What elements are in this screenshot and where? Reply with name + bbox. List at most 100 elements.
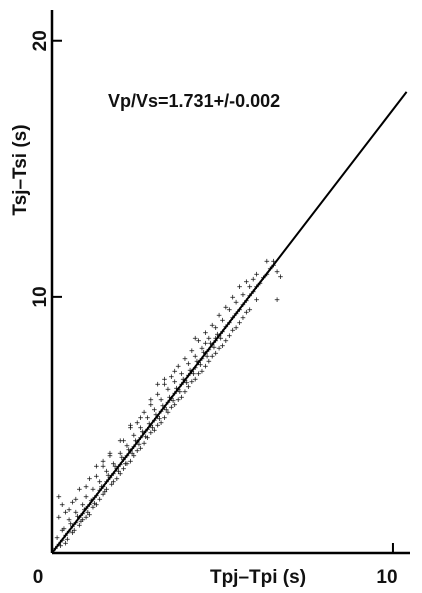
data-point: +	[71, 526, 77, 536]
data-point: +	[97, 477, 103, 487]
data-point: +	[60, 500, 66, 510]
data-point: +	[117, 470, 123, 480]
data-point: +	[117, 436, 123, 446]
data-point: +	[114, 475, 120, 485]
data-point: +	[60, 526, 66, 536]
data-point: +	[240, 313, 246, 323]
data-point: +	[162, 413, 168, 423]
data-point: +	[157, 415, 163, 425]
data-point: +	[181, 375, 187, 385]
data-point: +	[189, 377, 195, 387]
data-point: +	[206, 345, 212, 355]
x-ticks: 0 10	[33, 543, 398, 588]
data-point: +	[155, 390, 161, 400]
data-point: +	[186, 383, 192, 393]
data-point: +	[192, 363, 198, 373]
x-tick-label: 10	[376, 567, 397, 588]
data-point: +	[247, 306, 253, 316]
data-point: +	[206, 334, 212, 344]
data-point: +	[58, 541, 64, 551]
data-point: +	[162, 375, 168, 385]
data-point: +	[172, 367, 178, 377]
data-point: +	[140, 427, 146, 437]
data-point: +	[213, 349, 219, 359]
data-point: +	[111, 459, 117, 469]
data-point: +	[164, 406, 170, 416]
data-point: +	[100, 457, 106, 467]
data-point: +	[198, 361, 204, 371]
data-point: +	[109, 480, 115, 490]
data-point: +	[233, 298, 239, 308]
data-point: +	[278, 272, 284, 282]
data-point: +	[85, 508, 91, 518]
data-point: +	[80, 500, 86, 510]
data-point: +	[189, 347, 195, 357]
data-point: +	[196, 336, 202, 346]
data-point: +	[165, 385, 171, 395]
data-point: +	[192, 334, 198, 344]
data-point: +	[153, 411, 159, 421]
vpvs-annotation: Vp/Vs=1.731+/-0.002	[108, 91, 280, 111]
data-point: +	[117, 449, 123, 459]
data-point: +	[172, 377, 178, 387]
data-point: +	[160, 402, 166, 412]
data-point: +	[100, 490, 106, 500]
data-point: +	[227, 306, 233, 316]
fit-line	[51, 91, 408, 554]
data-point: +	[77, 485, 83, 495]
data-point: +	[201, 348, 207, 358]
data-point: +	[227, 331, 233, 341]
data-point: +	[111, 470, 117, 480]
data-point: +	[94, 500, 100, 510]
data-point: +	[106, 471, 112, 481]
data-point: +	[206, 357, 212, 367]
data-point: +	[104, 485, 110, 495]
data-point: +	[182, 354, 188, 364]
data-point: +	[237, 283, 243, 293]
data-point: +	[172, 400, 178, 410]
data-point: +	[247, 283, 253, 293]
data-point: +	[121, 436, 127, 446]
data-point: +	[230, 326, 236, 336]
data-point: +	[148, 395, 154, 405]
data-point: +	[220, 342, 226, 352]
data-point: +	[78, 517, 84, 527]
data-point: +	[179, 370, 185, 380]
data-point: +	[66, 505, 72, 515]
data-point: +	[135, 447, 141, 457]
data-point: +	[141, 439, 147, 449]
data-point: +	[128, 423, 134, 433]
data-point: +	[175, 362, 181, 372]
data-point: +	[129, 449, 135, 459]
data-point: +	[145, 434, 151, 444]
data-point: +	[100, 462, 106, 472]
data-point: +	[104, 467, 110, 477]
data-point: +	[73, 508, 79, 518]
data-point: +	[94, 462, 100, 472]
data-point: +	[179, 393, 185, 403]
data-point: +	[131, 452, 137, 462]
data-point: +	[175, 395, 181, 405]
data-point: +	[70, 498, 76, 508]
data-point: +	[92, 499, 98, 509]
data-point: +	[162, 403, 168, 413]
data-point: +	[148, 400, 154, 410]
data-point: +	[83, 513, 89, 523]
data-point: +	[135, 418, 141, 428]
data-point: +	[250, 275, 256, 285]
data-point: +	[155, 421, 161, 431]
data-point: +	[87, 475, 93, 485]
data-point: +	[70, 529, 76, 539]
x-tick-label: 0	[33, 567, 44, 588]
data-point: +	[167, 393, 173, 403]
data-point: +	[90, 503, 96, 513]
data-point: +	[63, 508, 69, 518]
data-point: +	[128, 457, 134, 467]
data-point: +	[148, 421, 154, 431]
data-point: +	[216, 311, 222, 321]
data-point: +	[191, 370, 197, 380]
data-point: +	[136, 440, 142, 450]
data-point: +	[87, 511, 93, 521]
data-point: +	[117, 461, 123, 471]
data-point: +	[150, 423, 156, 433]
